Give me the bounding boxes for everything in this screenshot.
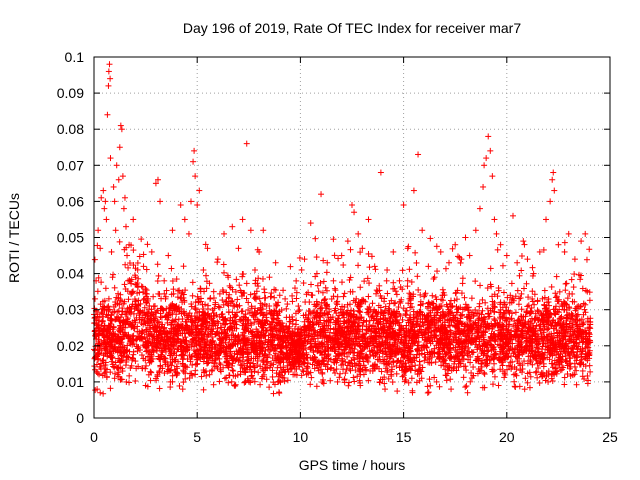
band-point — [499, 262, 506, 269]
band-point — [408, 278, 415, 285]
band-point — [219, 297, 226, 304]
band-point — [482, 299, 489, 306]
dense-data-band — [91, 235, 594, 397]
band-point — [163, 287, 170, 294]
band-point — [299, 367, 306, 374]
band-point — [461, 294, 468, 301]
band-point — [570, 284, 577, 291]
band-point — [581, 306, 588, 313]
band-point — [352, 367, 359, 374]
band-point — [462, 363, 469, 370]
band-point — [173, 276, 180, 283]
band-point — [536, 379, 543, 386]
band-point — [381, 380, 388, 387]
band-point — [540, 246, 547, 253]
band-point — [516, 272, 523, 279]
band-point — [225, 379, 232, 386]
band-point — [269, 373, 276, 380]
band-point — [200, 386, 207, 393]
band-point — [521, 241, 528, 248]
band-point — [504, 294, 511, 301]
band-point — [582, 301, 589, 308]
band-point — [130, 247, 137, 254]
band-point — [220, 261, 227, 268]
band-point — [468, 295, 475, 302]
band-point — [510, 371, 517, 378]
band-point — [347, 274, 354, 281]
band-point — [283, 305, 290, 312]
band-point — [271, 294, 278, 301]
band-point — [323, 269, 330, 276]
band-point — [365, 250, 372, 257]
band-point — [547, 351, 554, 358]
band-point — [516, 295, 523, 302]
band-point — [524, 303, 531, 310]
band-point — [564, 370, 571, 377]
